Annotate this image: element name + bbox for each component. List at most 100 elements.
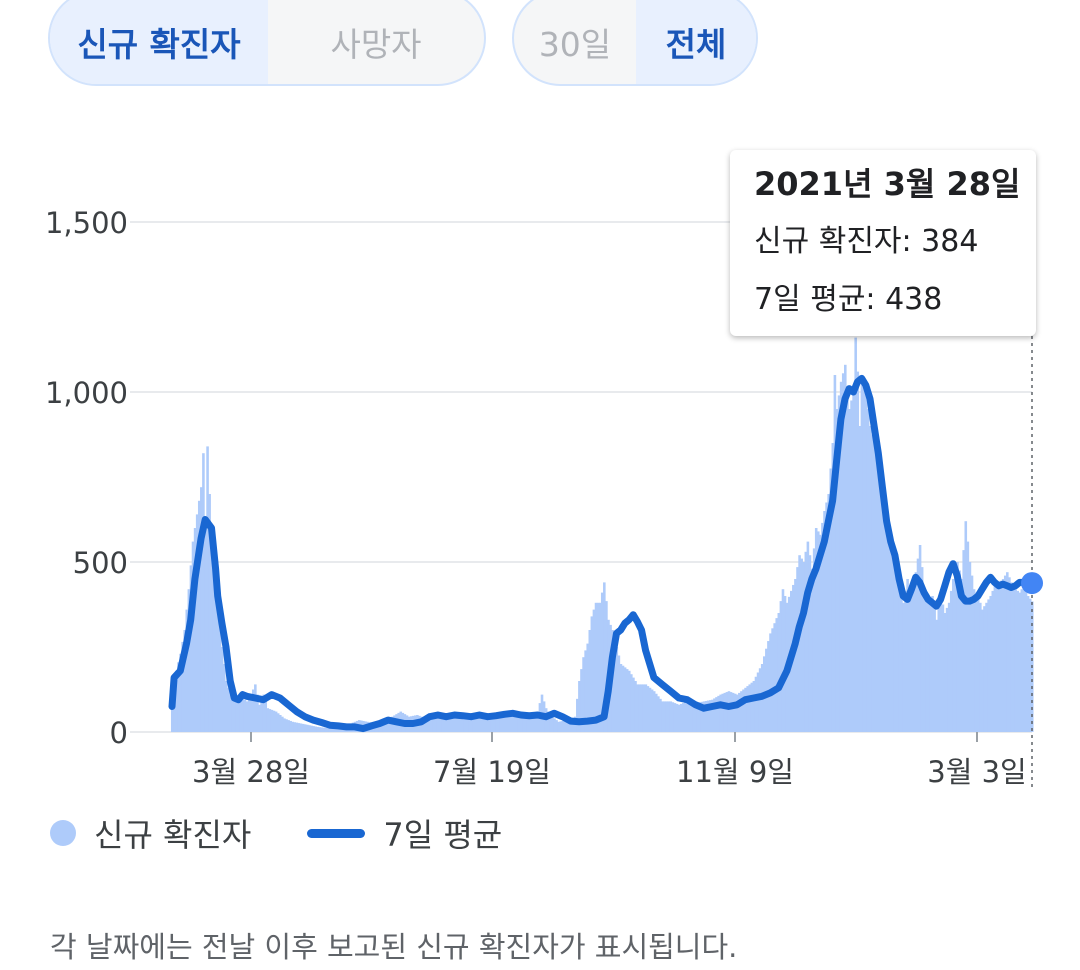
- case-bar: [708, 700, 712, 733]
- case-bar: [451, 715, 454, 732]
- case-bar: [848, 409, 851, 732]
- case-bar: [729, 692, 733, 732]
- case-bar: [966, 541, 970, 732]
- case-bar: [733, 693, 737, 732]
- case-bar: [555, 720, 558, 732]
- case-bar: [181, 641, 184, 732]
- case-bar: [858, 426, 862, 732]
- case-bar: [850, 400, 853, 732]
- case-bar: [979, 602, 982, 732]
- case-bar: [193, 528, 197, 732]
- case-bar: [715, 697, 718, 732]
- case-bar: [303, 724, 307, 732]
- range-toggle: 30일 전체: [512, 0, 758, 86]
- legend-new-cases: 신규 확진자: [50, 810, 251, 856]
- case-bar: [765, 648, 768, 732]
- case-bar: [1018, 592, 1022, 732]
- case-bar: [603, 582, 606, 732]
- case-bar: [621, 665, 625, 732]
- daily-case-bars: [170, 337, 1034, 733]
- case-bar: [721, 693, 725, 732]
- case-bar: [947, 602, 951, 732]
- case-bar: [652, 691, 656, 732]
- case-bar: [245, 701, 249, 732]
- legend-dot-icon: [50, 820, 76, 846]
- case-bar: [243, 699, 247, 732]
- case-bar: [569, 718, 573, 732]
- case-bar: [318, 727, 322, 732]
- metric-toggle: 신규 확진자 사망자: [48, 0, 486, 86]
- tooltip-new-cases: 신규 확진자: 384: [754, 224, 979, 259]
- case-bar: [534, 713, 538, 732]
- case-bar: [200, 487, 203, 732]
- case-bar: [868, 426, 872, 732]
- case-bar: [546, 711, 550, 732]
- case-bar: [185, 609, 189, 732]
- case-bar: [783, 596, 787, 732]
- case-bar: [1022, 585, 1026, 732]
- case-bar: [183, 630, 187, 732]
- case-bar: [191, 541, 195, 732]
- case-bar: [883, 511, 887, 732]
- case-bar: [428, 716, 432, 732]
- case-bar: [1003, 575, 1007, 732]
- case-bar: [796, 567, 799, 732]
- case-bar: [731, 692, 735, 732]
- case-bar: [877, 466, 880, 732]
- case-bar: [750, 682, 754, 732]
- case-bar: [644, 684, 648, 732]
- case-bar: [939, 596, 943, 732]
- y-tick-label: 0: [110, 716, 128, 750]
- case-bar: [659, 698, 662, 732]
- case-bar: [513, 714, 517, 732]
- case-bar: [422, 717, 425, 732]
- case-bar: [638, 684, 641, 732]
- case-bar: [654, 693, 658, 732]
- case-bar: [999, 580, 1003, 732]
- y-tick-label: 1,000: [45, 376, 128, 410]
- case-bar: [1008, 577, 1011, 732]
- case-bar: [524, 716, 527, 732]
- case-bar: [748, 684, 752, 732]
- case-bar: [688, 701, 691, 732]
- case-bar: [817, 531, 820, 732]
- case-bar: [754, 676, 758, 732]
- case-bar: [503, 715, 506, 732]
- range-all-tab[interactable]: 전체: [636, 0, 756, 84]
- case-bar: [195, 514, 199, 732]
- cases-chart[interactable]: 0 500 1,000 1,500 3월 28일 7월 19일 11월 9일 3월 3일: [0, 0, 1080, 800]
- case-bar: [854, 337, 857, 732]
- case-bar: [974, 592, 978, 732]
- case-bar: [706, 700, 710, 732]
- case-bar: [1012, 585, 1015, 732]
- case-bar: [686, 701, 689, 732]
- case-bar: [943, 613, 947, 732]
- case-bar: [725, 692, 729, 732]
- case-bar: [179, 653, 182, 732]
- legend-average: 7일 평균: [307, 810, 502, 856]
- new-cases-tab[interactable]: 신규 확진자: [50, 0, 268, 84]
- case-bar: [239, 697, 243, 732]
- case-bar: [831, 443, 835, 732]
- case-bar: [260, 699, 263, 732]
- case-bar: [436, 715, 440, 732]
- case-bar: [810, 568, 814, 732]
- case-bar: [509, 715, 513, 732]
- case-bar: [964, 521, 968, 732]
- case-bar: [551, 716, 554, 732]
- case-bar: [779, 601, 783, 732]
- case-bar: [594, 602, 598, 732]
- case-bar: [590, 616, 594, 732]
- case-bar: [646, 686, 650, 732]
- case-bar: [819, 534, 822, 732]
- case-bar: [251, 689, 255, 732]
- range-30-days-tab[interactable]: 30일: [538, 25, 612, 64]
- case-bar: [447, 715, 450, 732]
- case-bar: [613, 638, 617, 732]
- case-bar: [328, 728, 332, 732]
- y-tick-label: 500: [73, 546, 128, 580]
- deaths-tab[interactable]: 사망자: [330, 25, 422, 64]
- case-bar: [465, 713, 469, 732]
- case-bar: [484, 714, 488, 732]
- case-bar: [387, 718, 390, 732]
